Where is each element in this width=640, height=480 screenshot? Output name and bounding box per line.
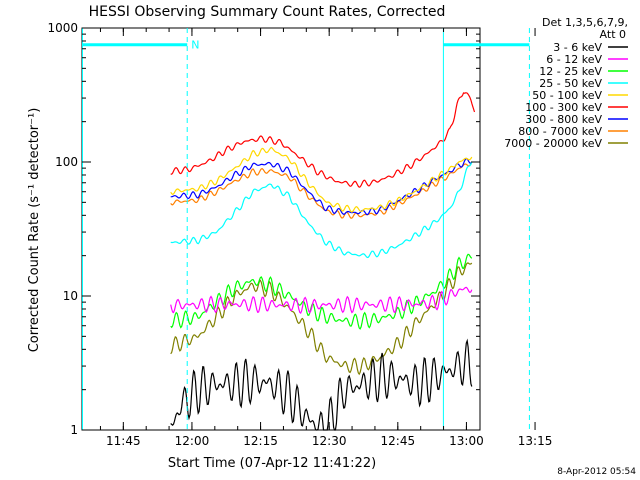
series-line [170, 262, 473, 376]
legend-title-line-2: Att 0 [600, 28, 626, 41]
legend-label: 7000 - 20000 keV [504, 137, 602, 150]
annotations-layer: N [82, 28, 530, 430]
plot-frame [81, 27, 481, 431]
legend-label: 25 - 50 keV [539, 77, 602, 90]
series-line [170, 92, 476, 188]
series-line [170, 161, 473, 219]
series-line [170, 286, 473, 315]
x-tick-label: 12:00 [175, 434, 210, 448]
y-tick-label: 10 [63, 289, 78, 303]
x-tick-label: 12:30 [312, 434, 347, 448]
series-line [170, 146, 473, 213]
x-tick-label: 11:45 [106, 434, 141, 448]
y-tick-label: 100 [55, 155, 78, 169]
series-layer [170, 92, 476, 431]
legend-label: 50 - 100 keV [532, 89, 602, 102]
series-line [170, 338, 473, 431]
y-tick-label: 1000 [47, 21, 78, 35]
legend-label: 6 - 12 keV [546, 53, 602, 66]
x-tick-label: 13:00 [449, 434, 484, 448]
x-tick-label: 13:15 [518, 434, 553, 448]
footer-date: 8-Apr-2012 05:54 [557, 467, 636, 477]
legend-label: 100 - 300 keV [525, 101, 602, 114]
saa-n-annotation: N [191, 39, 199, 52]
legend-label: 300 - 800 keV [525, 113, 602, 126]
x-axis-label: Start Time (07-Apr-12 11:41:22) [168, 456, 376, 471]
series-line [170, 161, 473, 259]
y-axis: 1 10 100 1000 [47, 21, 480, 437]
x-tick-label: 12:15 [243, 434, 278, 448]
legend-title-line-1: Det 1,3,5,6,7,9, [542, 16, 628, 29]
x-axis: 11:45 12:00 12:15 12:30 12:45 13:00 13:15 [99, 28, 553, 448]
legend-label: 12 - 25 keV [539, 65, 602, 78]
chart-title: HESSI Observing Summary Count Rates, Cor… [89, 4, 446, 20]
plot-area [81, 27, 481, 431]
legend-label: 800 - 7000 keV [518, 125, 602, 138]
y-axis-label: Corrected Count Rate (s⁻¹ detector⁻¹) [27, 108, 42, 353]
y-tick-label: 1 [70, 423, 78, 437]
x-tick-label: 12:45 [381, 434, 416, 448]
legend-label: 3 - 6 keV [553, 41, 602, 54]
